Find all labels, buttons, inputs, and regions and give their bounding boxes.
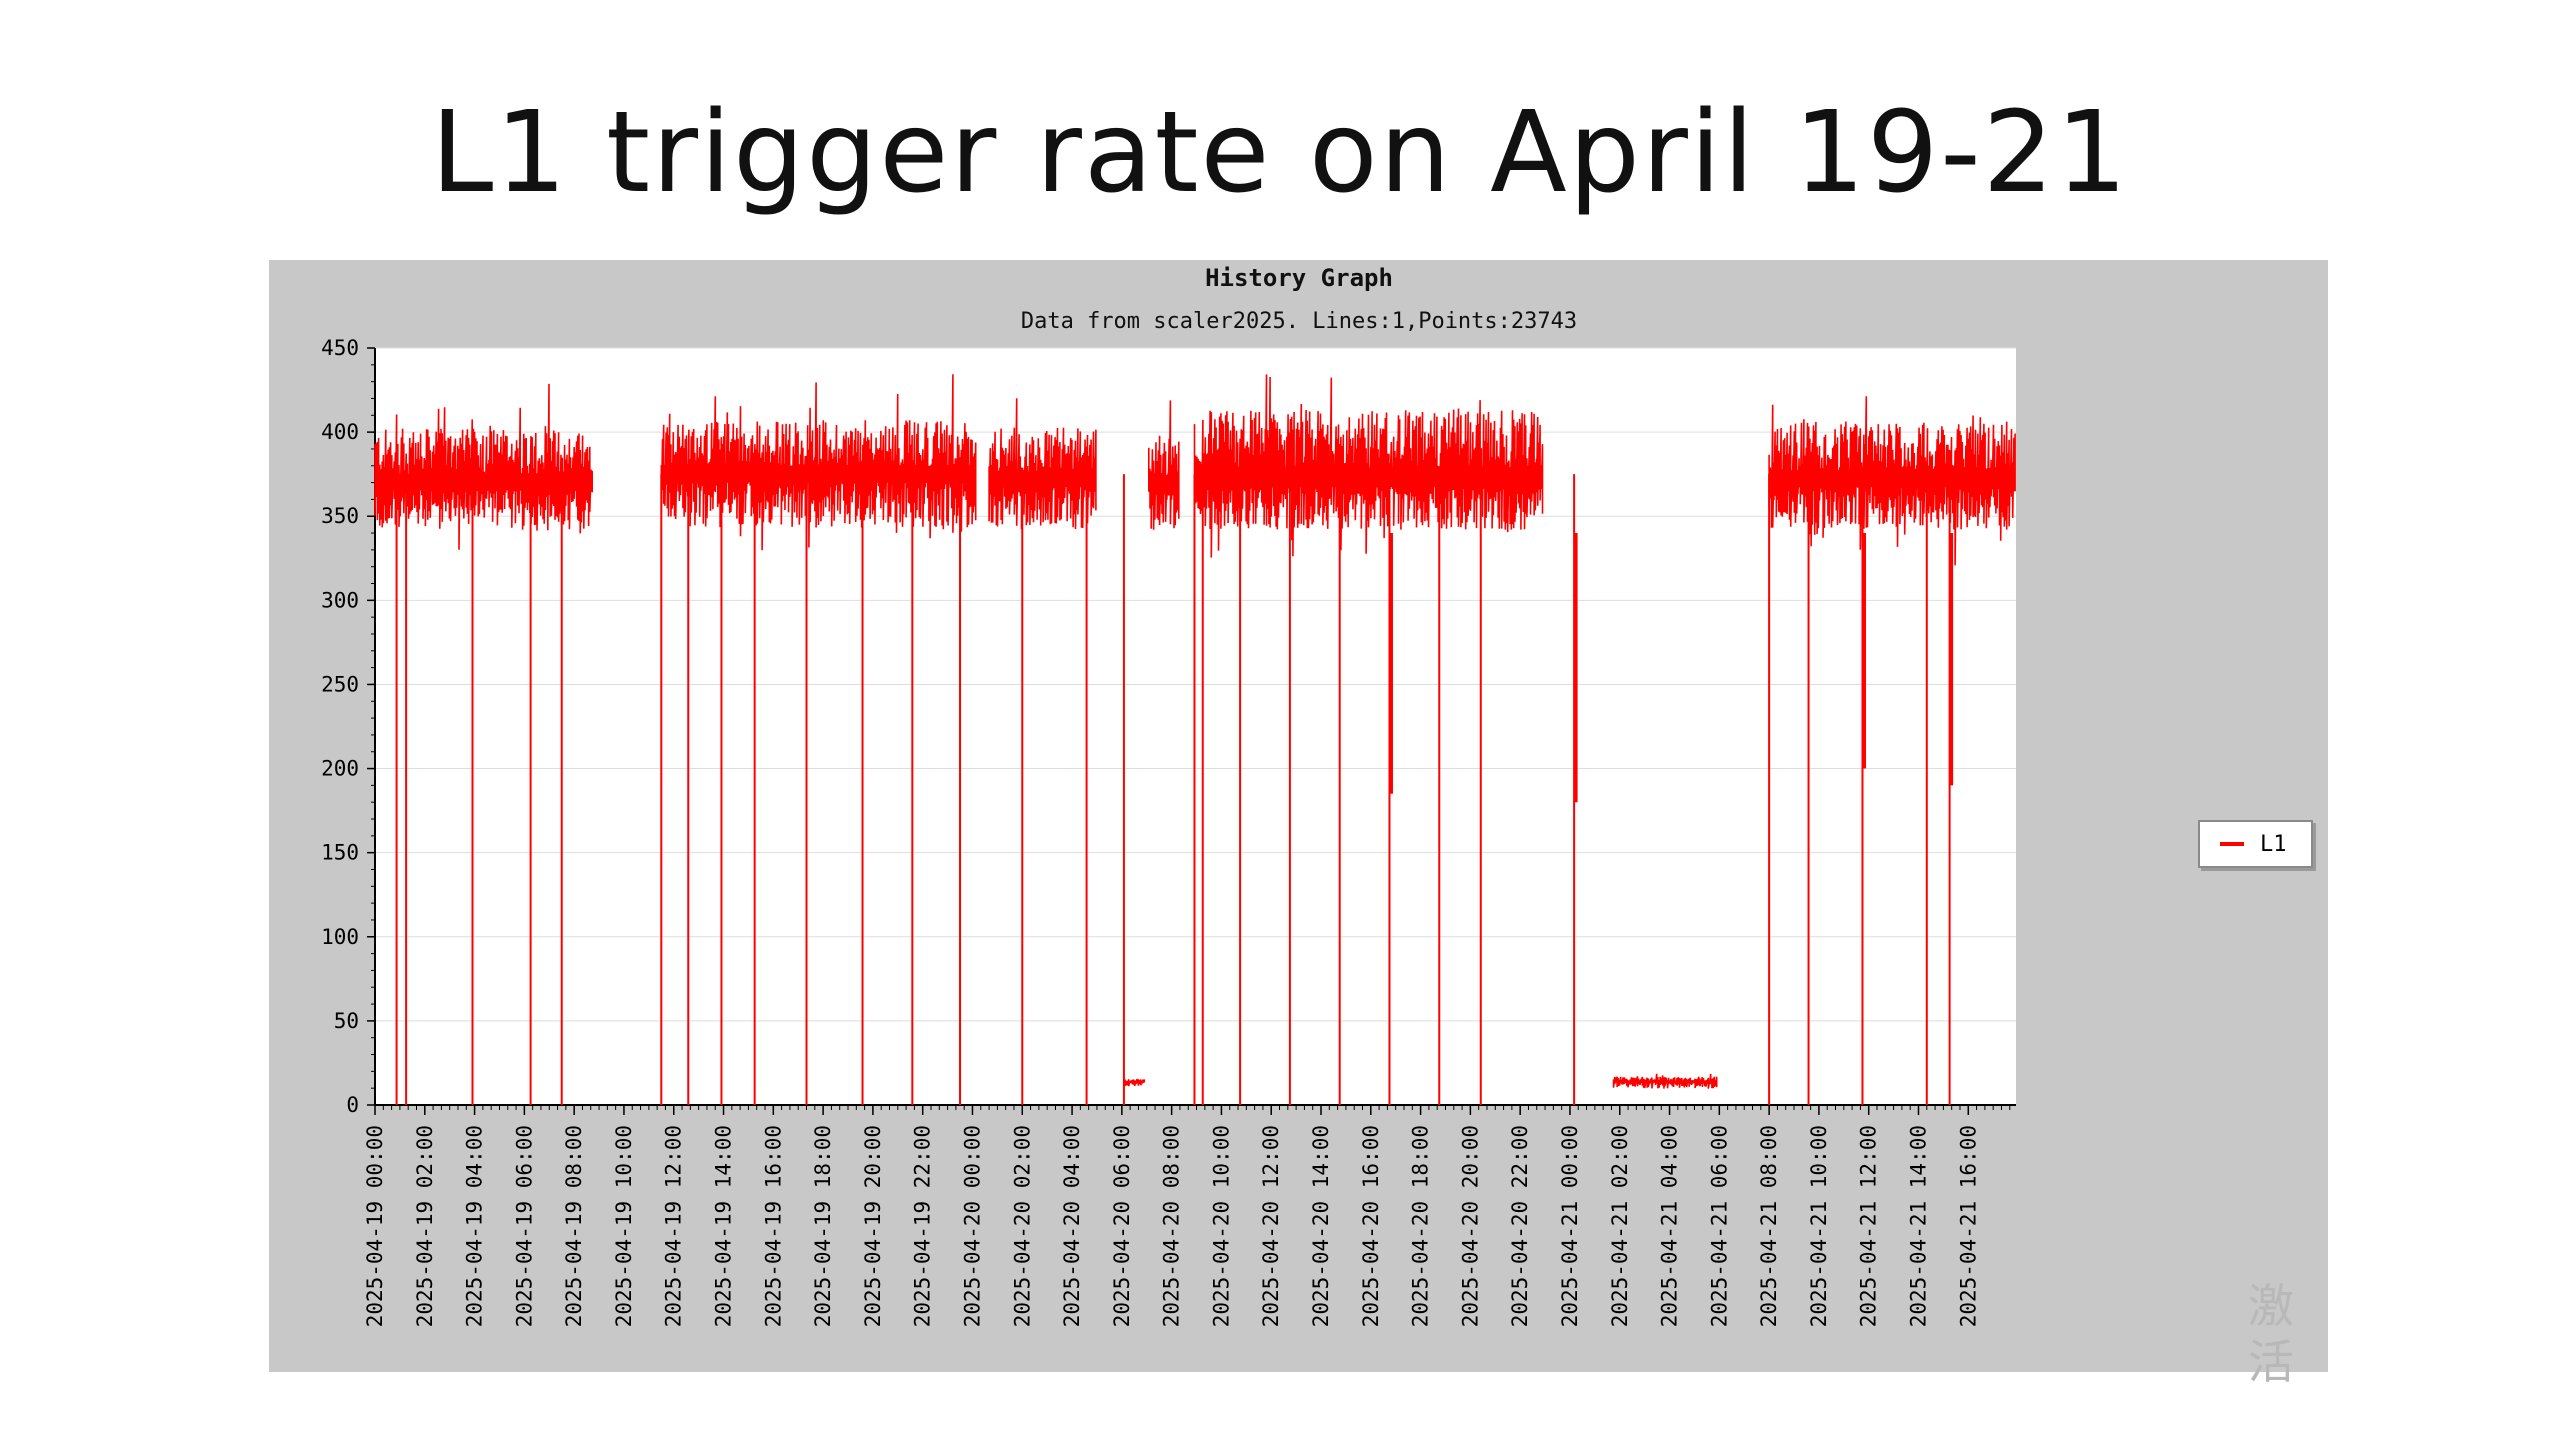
legend-label-l1: L1 [2260,831,2287,857]
activation-watermark: 激活 转到 [2248,1278,2328,1398]
y-tick-label: 400 [321,420,359,444]
y-tick-label: 300 [321,588,359,612]
watermark-line-2: 转到 [2248,1390,2328,1398]
x-tick-label: 2025-04-21 04:00 [1658,1125,1682,1327]
x-tick-label: 2025-04-20 16:00 [1359,1125,1383,1327]
x-tick-label: 2025-04-20 08:00 [1160,1125,1184,1327]
x-tick-label: 2025-04-19 10:00 [612,1125,636,1327]
y-tick-label: 150 [321,841,359,865]
x-tick-label: 2025-04-20 20:00 [1458,1125,1482,1327]
chart-title: History Graph [1205,264,1393,292]
chart-subtitle: Data from scaler2025. Lines:1,Points:237… [1021,309,1577,334]
series-l1-segment-4 [1148,400,1180,530]
x-tick-label: 2025-04-21 12:00 [1857,1125,1881,1327]
x-tick-label: 2025-04-19 06:00 [512,1125,536,1327]
x-tick-label: 2025-04-19 22:00 [911,1125,935,1327]
plot-area: 0 50 100 150 200 250 300 350 400 450 2025-04-19 00… [321,336,2016,1327]
x-tick-label: 2025-04-19 08:00 [562,1125,586,1327]
x-tick-label: 2025-04-19 18:00 [811,1125,835,1327]
series-l1-segment-2 [988,398,1097,530]
x-tick-label: 2025-04-21 02:00 [1608,1125,1632,1327]
y-tick-label: 450 [321,336,359,360]
legend: L1 [2198,820,2313,868]
x-tick-label: 2025-04-19 04:00 [463,1125,487,1327]
series-l1-segment-1 [660,374,977,555]
series-l1-segment-5 [1193,374,1544,558]
x-tick-label: 2025-04-21 14:00 [1906,1125,1930,1327]
slide-title: L1 trigger rate on April 19-21 [430,88,2130,218]
x-tick-label: 2025-04-20 22:00 [1508,1125,1532,1327]
x-tick-label: 2025-04-19 14:00 [712,1125,736,1327]
history-graph-panel: History Graph Data from scaler2025. Line… [269,260,2328,1372]
x-tick-label: 2025-04-21 00:00 [1558,1125,1582,1327]
x-tick-label: 2025-04-21 08:00 [1757,1125,1781,1327]
x-tick-label: 2025-04-21 10:00 [1807,1125,1831,1327]
series-l1-segment-6 [1612,1073,1718,1089]
legend-swatch-l1 [2220,842,2244,846]
y-tick-label: 0 [346,1093,359,1117]
y-tick-label: 50 [334,1009,359,1033]
x-tick-label: 2025-04-20 04:00 [1060,1125,1084,1327]
x-tick-label: 2025-04-21 16:00 [1956,1125,1980,1327]
x-tick-label: 2025-04-19 16:00 [761,1125,785,1327]
series-l1-segment-0 [374,383,593,550]
x-tick-label: 2025-04-20 06:00 [1110,1125,1134,1327]
y-tick-label: 250 [321,672,359,696]
x-tick-label: 2025-04-21 06:00 [1707,1125,1731,1327]
x-tick-label: 2025-04-20 00:00 [960,1125,984,1327]
x-tick-label: 2025-04-20 18:00 [1409,1125,1433,1327]
x-tick-label: 2025-04-19 00:00 [363,1125,387,1327]
history-graph-chart: History Graph Data from scaler2025. Line… [321,264,2016,1327]
x-tick-label: 2025-04-20 02:00 [1010,1125,1034,1327]
x-tick-label: 2025-04-19 12:00 [662,1125,686,1327]
x-tick-label: 2025-04-20 14:00 [1309,1125,1333,1327]
y-tick-label: 100 [321,925,359,949]
x-tick-label: 2025-04-20 12:00 [1259,1125,1283,1327]
y-tick-label: 350 [321,504,359,528]
x-tick-label: 2025-04-19 20:00 [861,1125,885,1327]
series-l1-segment-7 [1768,396,2016,566]
series-l1-segment-3 [1123,1078,1146,1087]
x-tick-label: 2025-04-19 02:00 [413,1125,437,1327]
y-tick-label: 200 [321,757,359,781]
x-tick-label: 2025-04-20 10:00 [1209,1125,1233,1327]
watermark-line-1: 激活 [2248,1279,2294,1389]
